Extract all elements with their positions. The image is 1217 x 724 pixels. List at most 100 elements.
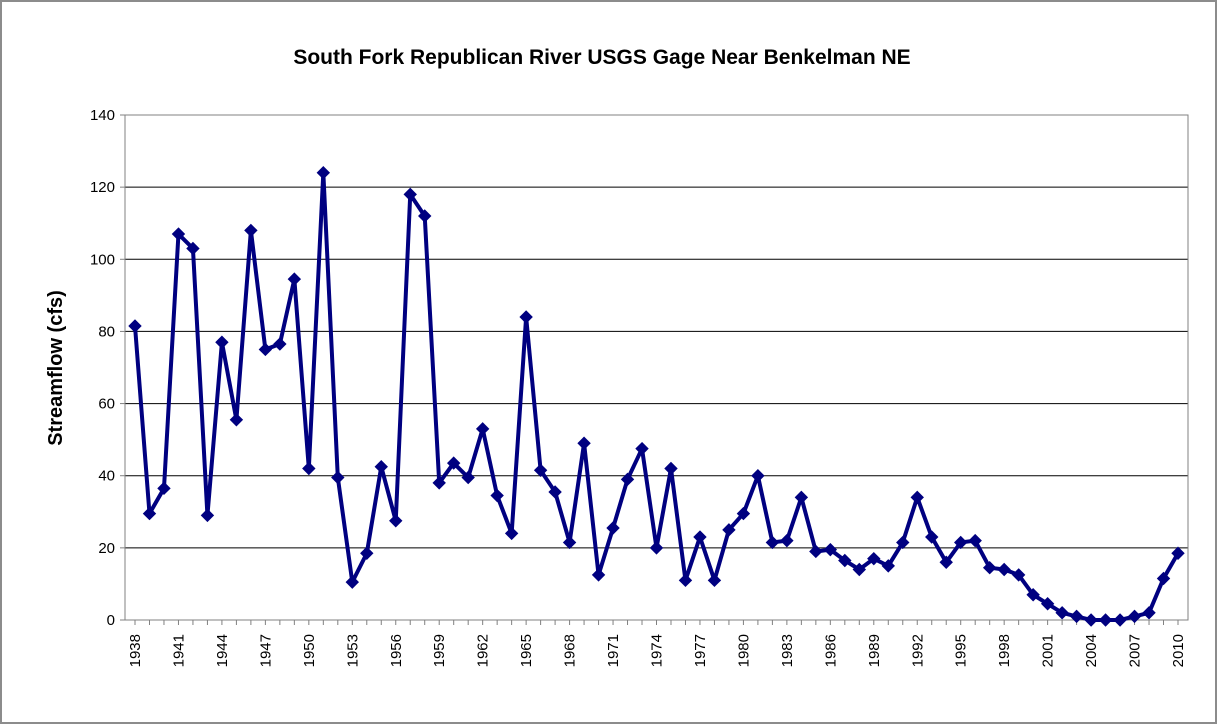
y-tick-label: 0 [107,612,115,629]
data-point [925,530,939,544]
data-point [722,523,736,537]
data-point [910,490,924,505]
data-point [809,544,823,559]
data-point [1026,588,1040,602]
data-point [418,209,432,223]
data-point [142,506,157,521]
data-point [548,485,562,499]
data-point [881,559,895,573]
chart-title: South Fork Republican River USGS Gage Ne… [293,46,910,69]
data-point [838,553,852,568]
data-point [664,461,678,476]
x-tick-label: 2007 [1127,634,1144,667]
data-point [331,470,345,485]
data-point [867,551,881,566]
data-point [591,568,606,582]
x-tick-label: 1980 [735,634,752,667]
x-tick-label: 1995 [953,634,970,667]
data-point [577,436,591,450]
data-point [302,461,316,476]
data-point [606,521,620,535]
data-point [562,535,577,550]
x-tick-label: 1992 [909,634,926,667]
y-tick-label: 40 [98,468,115,485]
data-point [635,441,649,456]
data-point [1055,606,1069,620]
data-point [128,319,142,333]
data-point [620,472,635,487]
x-tick-label: 1962 [475,634,492,667]
data-point [287,272,302,286]
x-tick-label: 1944 [214,634,231,667]
data-point [1084,613,1098,627]
y-tick-label: 120 [90,179,115,196]
data-point [490,488,504,503]
data-point [1069,609,1084,624]
data-point [186,241,200,256]
data-point [1113,613,1127,627]
data-point [1098,613,1113,627]
data-point [157,481,171,496]
data-point [780,533,794,548]
data-point [982,560,997,575]
data-point [1171,546,1185,560]
data-point [1127,609,1142,624]
x-tick-label: 1947 [257,634,274,667]
data-point [171,227,186,241]
data-point [504,526,519,541]
x-tick-label: 2010 [1170,634,1187,667]
y-tick-label: 80 [98,323,115,340]
data-point [939,555,953,569]
data-point [896,535,910,550]
y-axis-label: Streamflow (cfs) [45,290,67,446]
data-point [765,535,780,550]
data-point [432,476,446,490]
data-point [200,508,215,523]
data-point [794,490,809,505]
data-point [258,342,273,357]
data-point [519,310,533,324]
x-tick-label: 1965 [518,634,535,667]
x-tick-label: 1998 [996,634,1013,667]
data-point [244,223,258,238]
data-point [1142,606,1156,620]
x-tick-label: 1986 [822,634,839,667]
x-tick-label: 2004 [1083,634,1100,667]
data-point [475,422,490,436]
x-tick-label: 1953 [344,634,361,667]
data-point [533,463,548,478]
data-point [736,506,751,521]
data-point [215,335,229,349]
data-point [446,456,461,470]
x-tick-label: 1977 [692,634,709,667]
data-point [997,562,1011,577]
data-point [1011,568,1026,582]
data-point [316,166,331,180]
x-tick-label: 1941 [170,634,187,667]
data-point [852,562,867,577]
x-tick-label: 2001 [1040,634,1057,667]
data-point [823,542,838,557]
data-point [649,541,664,555]
x-tick-label: 1956 [388,634,405,667]
data-point [229,413,244,427]
x-tick-label: 1983 [779,634,796,667]
data-point [693,530,707,544]
data-point [1156,571,1171,586]
data-point [360,546,374,560]
data-point [751,469,765,483]
data-point [954,535,968,550]
data-point [403,187,417,202]
plot-area: 0 20 40 60 80 100 120 140 1938 1941 1944 1947 1950 19… [90,107,1189,667]
data-point [273,337,287,351]
x-tick-label: 1989 [866,634,883,667]
data-point [707,573,722,588]
data-point [461,470,475,485]
data-point [374,459,388,474]
data-point [678,573,693,588]
y-tick-label: 140 [90,107,115,124]
data-point [345,575,359,589]
x-tick-label: 1950 [301,634,318,667]
